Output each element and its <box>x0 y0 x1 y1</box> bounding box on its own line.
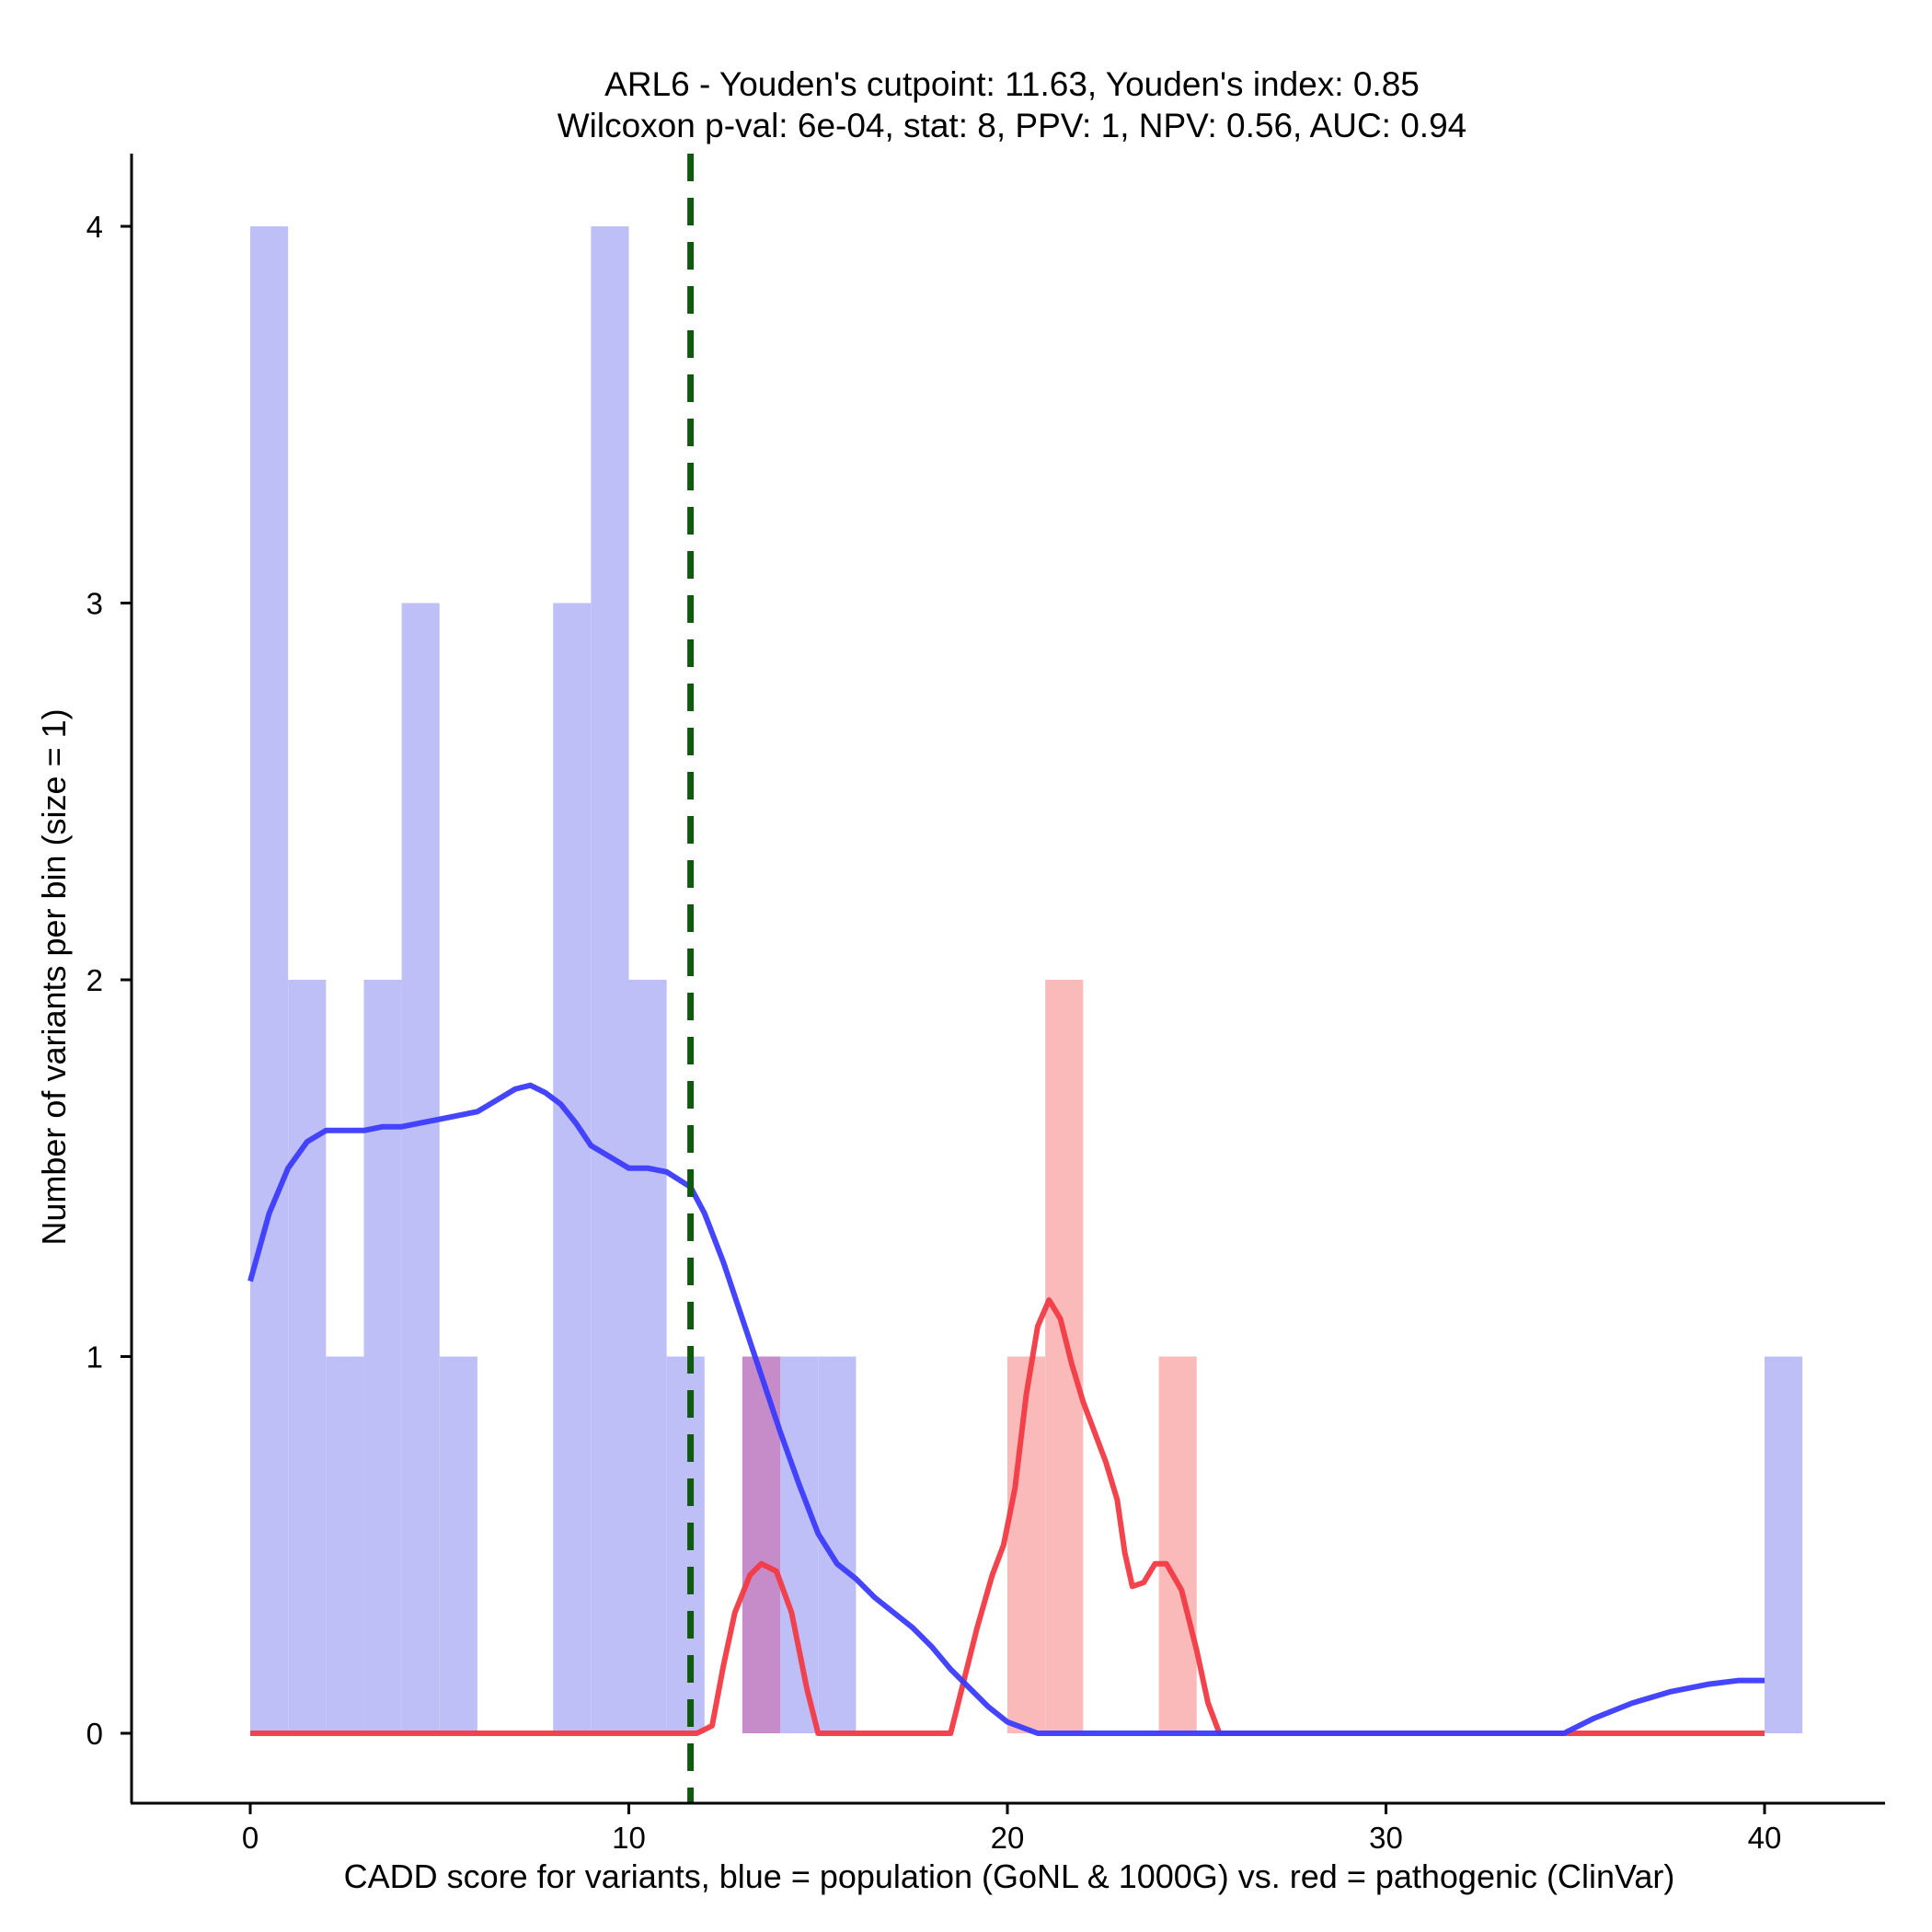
population-bar <box>288 980 327 1733</box>
pathogenic-bar <box>1007 1356 1046 1733</box>
density-curves <box>247 1082 1765 1736</box>
y-tick-label: 0 <box>86 1717 103 1751</box>
x-tick-label: 30 <box>1369 1821 1403 1855</box>
x-tick-label: 40 <box>1748 1821 1782 1855</box>
y-axis-ticks: 0 1 2 3 4 <box>86 210 132 1751</box>
pathogenic-density-curve <box>250 1297 1765 1736</box>
chart-title-line-2: Wilcoxon p-val: 6e-04, stat: 8, PPV: 1, … <box>558 107 1467 144</box>
y-tick-label: 4 <box>86 210 103 244</box>
pathogenic-bar <box>1158 1356 1197 1733</box>
population-bar <box>326 1356 364 1733</box>
y-tick-label: 2 <box>86 963 103 997</box>
x-tick-label: 0 <box>242 1821 259 1855</box>
x-axis-title: CADD score for variants, blue = populati… <box>344 1857 1675 1895</box>
x-axis-ticks: 0 10 20 30 40 <box>242 1803 1782 1855</box>
population-density-curve <box>247 1082 1765 1736</box>
pathogenic-bar <box>1045 980 1084 1733</box>
population-bar <box>363 980 402 1733</box>
y-tick-label: 1 <box>86 1340 103 1374</box>
population-bar <box>553 603 592 1733</box>
histogram-bars <box>250 226 1803 1733</box>
y-tick-label: 3 <box>86 587 103 621</box>
population-bar <box>250 226 289 1733</box>
x-tick-label: 20 <box>991 1821 1025 1855</box>
x-tick-label: 10 <box>612 1821 646 1855</box>
population-bar <box>666 1356 705 1733</box>
chart-title-line-1: ARL6 - Youden's cutpoint: 11.63, Youden'… <box>604 65 1420 103</box>
population-bar <box>628 980 667 1733</box>
population-bar <box>401 603 440 1733</box>
population-bar <box>439 1356 477 1733</box>
y-axis-title: Number of variants per bin (size = 1) <box>35 708 73 1245</box>
population-bar <box>780 1356 819 1733</box>
population-bar <box>1765 1356 1803 1733</box>
population-bar <box>591 226 629 1733</box>
